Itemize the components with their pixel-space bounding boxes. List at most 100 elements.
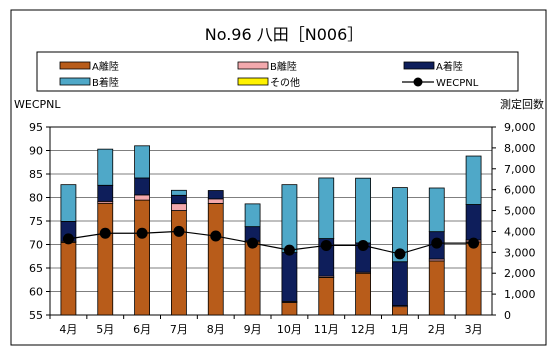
y-right-tick-label: 3,000 (504, 246, 536, 259)
x-tick-label: 3月 (465, 323, 483, 336)
wecpnl-point (283, 244, 295, 256)
legend-marker (413, 77, 423, 87)
bar-segment (465, 241, 482, 316)
bar-segment (171, 203, 187, 211)
bar-segment (97, 202, 114, 316)
bar-segment (207, 203, 224, 316)
legend-label: A離陸 (92, 60, 119, 73)
x-tick-label: 10月 (277, 323, 302, 336)
bar-segment (355, 272, 371, 316)
bar-segment (318, 276, 335, 316)
y-left-tick-label: 70 (29, 239, 43, 252)
y-right-tick-label: 2,000 (504, 267, 536, 280)
wecpnl-point (173, 225, 185, 237)
legend-swatch (237, 61, 269, 70)
legend (36, 51, 519, 92)
x-tick-label: 2月 (428, 323, 446, 336)
x-tick-label: 1月 (391, 323, 409, 336)
y-axis-left-label: WECPNL (14, 98, 61, 111)
bar-segment (281, 252, 298, 302)
bar-segment (134, 145, 150, 179)
legend-label: B離陸 (270, 60, 297, 73)
legend-swatch (59, 77, 91, 86)
wecpnl-point (320, 239, 332, 251)
wecpnl-series-line (68, 230, 474, 255)
y-right-tick-label: 9,000 (504, 121, 536, 134)
y-axis-left: 55 60 65 70 75 80 85 90 95 (29, 121, 492, 322)
y-right-tick-label: 0 (504, 309, 511, 322)
bar-segment (244, 203, 261, 228)
x-tick-label: 7月 (170, 323, 188, 336)
bar-segment (134, 199, 150, 316)
bar-segment (428, 260, 445, 316)
legend-label: A着陸 (436, 60, 463, 73)
y-right-tick-label: 8,000 (504, 142, 536, 155)
x-tick-label: 5月 (96, 323, 114, 336)
bar-segment (465, 204, 482, 241)
bar-segment (171, 194, 187, 205)
x-axis: 4月 5月 6月 7月 8月 9月 10月 11月 12月 1月 2月 3月 (49, 315, 483, 336)
bar-segment (60, 184, 77, 222)
y-left-tick-label: 55 (29, 309, 43, 322)
y-left-tick-label: 60 (29, 286, 43, 299)
bar-segment (392, 306, 408, 316)
y-right-tick-label: 6,000 (504, 184, 536, 197)
y-left-tick-label: 95 (29, 121, 43, 134)
bar-segment (134, 194, 150, 201)
y-left-tick-label: 80 (29, 192, 43, 205)
bar-segment (392, 261, 408, 307)
bar-segment (207, 198, 224, 204)
y-left-tick-label: 65 (29, 262, 43, 275)
y-right-tick-label: 5,000 (504, 205, 536, 218)
legend-label: WECPNL (436, 78, 479, 89)
wecpnl-line (62, 225, 480, 260)
bar-segment (428, 187, 445, 233)
legend-swatch (59, 61, 91, 70)
wecpnl-point (431, 237, 443, 249)
bar-segment (60, 241, 77, 316)
legend-swatch (237, 77, 269, 86)
wecpnl-point (394, 248, 406, 260)
bar-segment (171, 189, 187, 196)
bar-stacks (60, 145, 482, 316)
y-left-tick-label: 85 (29, 168, 43, 181)
wecpnl-point (468, 237, 480, 249)
legend-swatch (403, 61, 435, 70)
bar-segment (244, 241, 261, 316)
x-tick-label: 11月 (314, 323, 339, 336)
bar-segment (281, 302, 298, 316)
wecpnl-point (99, 227, 111, 239)
bar-segment (97, 184, 114, 202)
bar-segment (97, 148, 114, 186)
x-tick-label: 6月 (133, 323, 151, 336)
bar-segment (134, 177, 150, 196)
x-tick-label: 4月 (59, 323, 77, 336)
y-axis-right: 0 1,000 2,000 3,000 4,000 5,000 6,000 7,000 8,00… (492, 121, 536, 322)
bar-segment (318, 177, 335, 239)
legend-label: B着陸 (92, 76, 119, 89)
x-tick-label: 12月 (351, 323, 376, 336)
bar-segment (392, 187, 408, 263)
wecpnl-point (247, 237, 259, 249)
wecpnl-point (210, 230, 222, 242)
y-left-tick-label: 90 (29, 145, 43, 158)
y-right-tick-label: 4,000 (504, 225, 536, 238)
x-tick-label: 9月 (244, 323, 262, 336)
y-right-tick-label: 7,000 (504, 163, 536, 176)
wecpnl-point (62, 233, 74, 245)
legend-label: その他 (270, 76, 300, 89)
chart-frame (10, 9, 547, 346)
wecpnl-point (357, 239, 369, 251)
x-tick-label: 8月 (207, 323, 225, 336)
wecpnl-point (136, 227, 148, 239)
y-right-tick-label: 1,000 (504, 288, 536, 301)
y-axis-right-label: 測定回数 (500, 97, 544, 111)
bar-segment (355, 177, 371, 244)
bar-segment (207, 190, 224, 200)
bar-segment (281, 184, 298, 253)
chart-title: No.96 八田［N006］ (205, 25, 364, 44)
legend-items: A離陸 B離陸 A着陸 B着陸 その他 WECPNL (59, 60, 479, 89)
y-left-tick-label: 75 (29, 215, 43, 228)
bar-segment (465, 155, 482, 205)
